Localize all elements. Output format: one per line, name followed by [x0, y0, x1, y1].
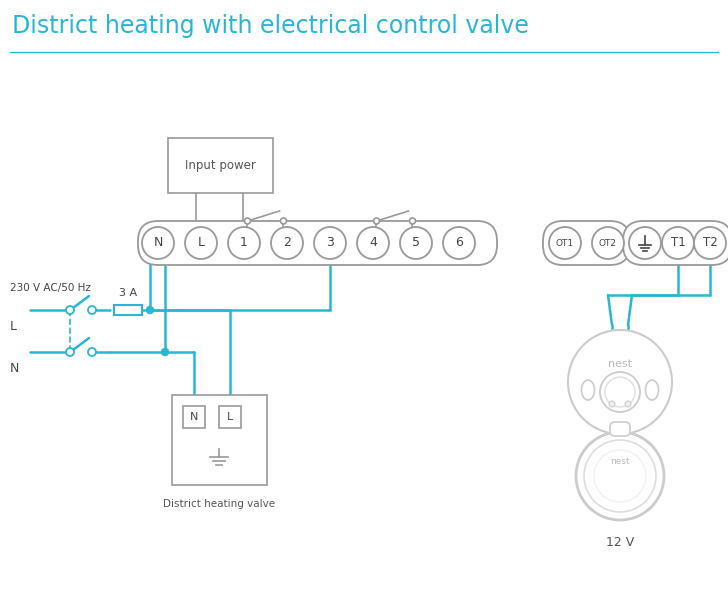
- Text: District heating valve: District heating valve: [164, 499, 276, 509]
- Circle shape: [271, 227, 303, 259]
- Circle shape: [609, 401, 615, 407]
- Circle shape: [694, 227, 726, 259]
- Text: T2: T2: [703, 236, 717, 249]
- Text: District heating with electrical control valve: District heating with electrical control…: [12, 14, 529, 38]
- Circle shape: [66, 348, 74, 356]
- FancyBboxPatch shape: [138, 221, 497, 265]
- Circle shape: [146, 307, 154, 314]
- FancyBboxPatch shape: [183, 406, 205, 428]
- FancyBboxPatch shape: [610, 422, 630, 436]
- Circle shape: [662, 227, 694, 259]
- Circle shape: [314, 227, 346, 259]
- Circle shape: [576, 432, 664, 520]
- Text: 230 V AC/50 Hz: 230 V AC/50 Hz: [10, 283, 91, 293]
- Circle shape: [400, 227, 432, 259]
- Text: nest: nest: [610, 457, 630, 466]
- Circle shape: [66, 306, 74, 314]
- Ellipse shape: [582, 380, 595, 400]
- Text: L: L: [227, 412, 233, 422]
- FancyBboxPatch shape: [543, 221, 630, 265]
- Text: 3 A: 3 A: [119, 288, 137, 298]
- Circle shape: [625, 401, 631, 407]
- Text: N: N: [10, 362, 20, 374]
- Ellipse shape: [646, 380, 659, 400]
- Circle shape: [592, 227, 624, 259]
- Circle shape: [549, 227, 581, 259]
- Circle shape: [443, 227, 475, 259]
- Circle shape: [605, 377, 635, 407]
- Circle shape: [88, 306, 96, 314]
- Circle shape: [373, 218, 379, 224]
- Circle shape: [357, 227, 389, 259]
- Text: nest: nest: [608, 359, 632, 369]
- Circle shape: [629, 227, 661, 259]
- Circle shape: [600, 372, 640, 412]
- Circle shape: [162, 349, 168, 355]
- Circle shape: [185, 227, 217, 259]
- Text: L: L: [10, 320, 17, 333]
- Text: OT1: OT1: [556, 239, 574, 248]
- FancyBboxPatch shape: [168, 138, 273, 193]
- Text: N: N: [190, 412, 198, 422]
- Text: 2: 2: [283, 236, 291, 249]
- Circle shape: [245, 218, 250, 224]
- Circle shape: [409, 218, 416, 224]
- Text: L: L: [197, 236, 205, 249]
- Text: 1: 1: [240, 236, 248, 249]
- Text: 3: 3: [326, 236, 334, 249]
- Text: OT2: OT2: [599, 239, 617, 248]
- FancyBboxPatch shape: [172, 395, 267, 485]
- Text: T1: T1: [670, 236, 685, 249]
- Text: 4: 4: [369, 236, 377, 249]
- Circle shape: [280, 218, 287, 224]
- Circle shape: [142, 227, 174, 259]
- Circle shape: [568, 330, 672, 434]
- Text: N: N: [154, 236, 162, 249]
- Text: 6: 6: [455, 236, 463, 249]
- Circle shape: [88, 348, 96, 356]
- Circle shape: [228, 227, 260, 259]
- Text: 12 V: 12 V: [606, 536, 634, 549]
- FancyBboxPatch shape: [114, 305, 142, 315]
- Text: 5: 5: [412, 236, 420, 249]
- Circle shape: [584, 440, 656, 512]
- FancyBboxPatch shape: [219, 406, 241, 428]
- Text: Input power: Input power: [185, 159, 256, 172]
- FancyBboxPatch shape: [623, 221, 728, 265]
- Circle shape: [594, 450, 646, 502]
